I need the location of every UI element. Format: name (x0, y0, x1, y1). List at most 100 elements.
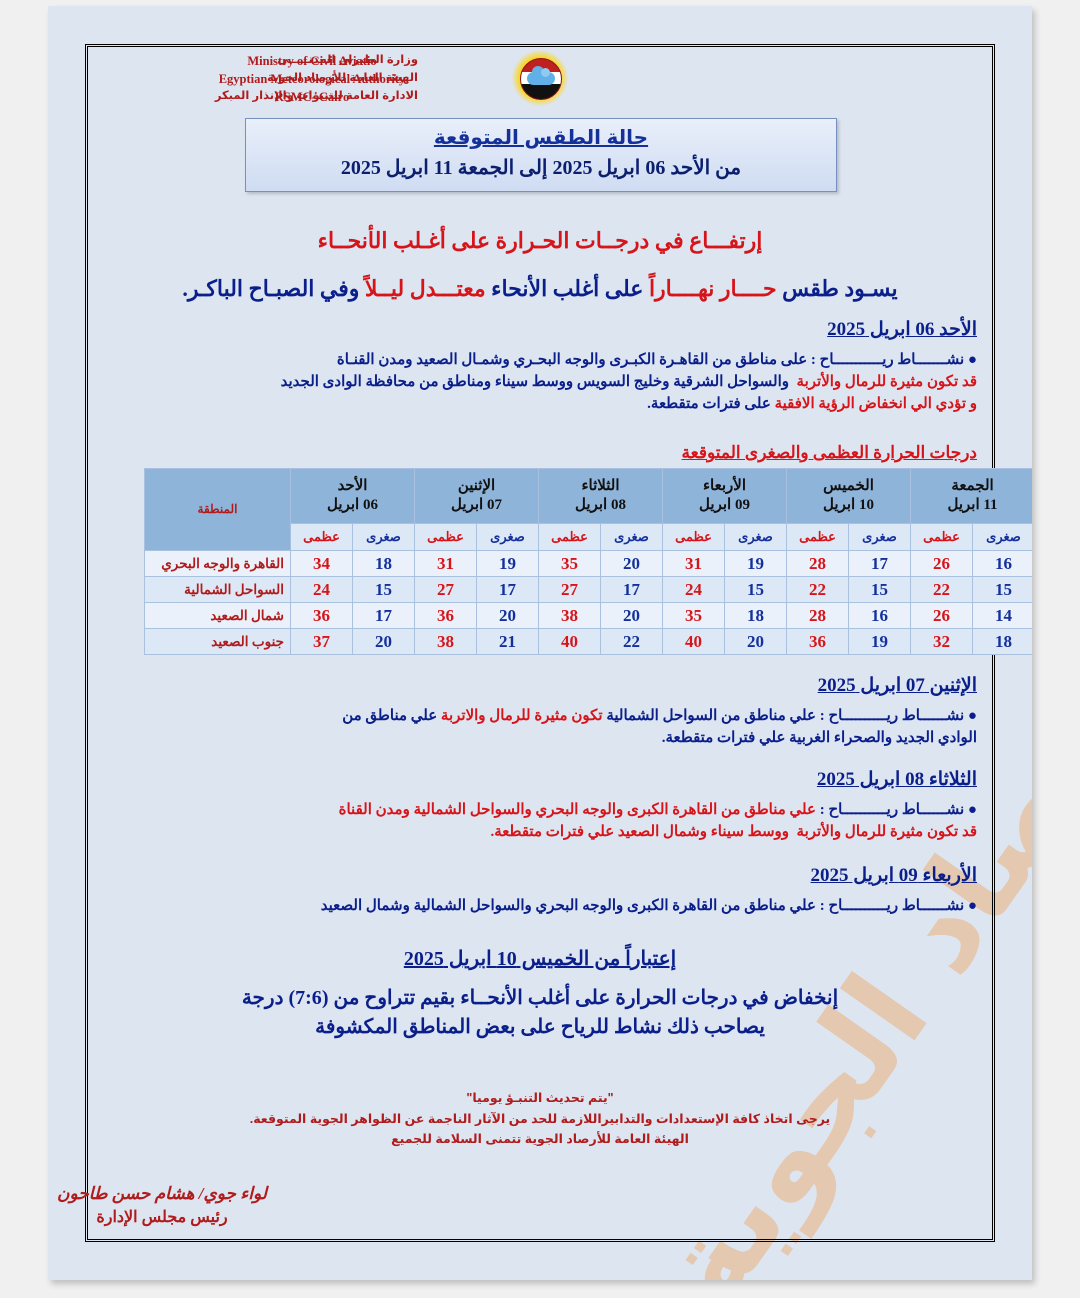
col-day-date-2: 08 ابريل (575, 497, 626, 513)
monday-line-1: ● نشــــــاط ريــــــــــاح : علي مناطق … (103, 706, 977, 728)
cell-min: 16 (972, 550, 1032, 577)
region-name: السواحل الشمالية (144, 576, 291, 603)
max-label: عظمى (662, 523, 725, 551)
col-day-name-0: الأحد (337, 478, 368, 495)
monday-dust-note: تكون مثيرة للرمال والاتربة (440, 708, 603, 724)
monday-line-2: الوادي الجديد والصحراء الغربية علي فترات… (103, 728, 977, 750)
title-box: حالة الطقس المتوقعة من الأحد 06 ابريل 20… (245, 118, 837, 192)
sunday-text-1: على مناطق من القاهـرة الكبـرى والوجه الب… (336, 352, 808, 368)
header-en-line-2: Egyptian Meteorological Authority (218, 72, 406, 87)
table-col-monday: الإثنين 07 ابريل (414, 468, 539, 524)
cell-max: 27 (538, 576, 601, 603)
sunday-line-2: قد تكون مثيرة للرمال والأتربة والسواحل ا… (103, 372, 977, 394)
day-title-monday: الإثنين 07 ابريل 2025 (817, 675, 977, 696)
emblem-disc (520, 58, 562, 100)
table-col-thursday: الخميس 10 ابريل (786, 468, 911, 524)
col-day-date-3: 09 ابريل (699, 497, 750, 513)
monday-text-2: الوادي الجديد والصحراء الغربية علي فترات… (661, 729, 977, 746)
col-day-date-5: 11 ابريل (947, 497, 998, 513)
day-title-tuesday: الثلاثاء 08 ابريل 2025 (816, 769, 977, 790)
monday-text-1a: علي مناطق من السواحل الشمالية (602, 708, 816, 724)
cell-min: 22 (600, 628, 663, 655)
table-day-header-row: الجمعة 11 ابريل الخميس 10 ابريل الأربعاء… (144, 468, 1032, 551)
header-ar-line-3: الادارة العامة للتنبؤات والإنذار المبكر (214, 89, 418, 102)
cell-min: 19 (476, 550, 539, 577)
tuesday-text-2: ووسط سيناء وشمال الصعيد علي فترات متقطعة… (490, 823, 790, 840)
note-line-1: "يتم تحديث التنبـؤ يوميا" (466, 1091, 614, 1105)
cell-max: 40 (662, 628, 725, 655)
tuesday-colon: : (815, 802, 829, 818)
sunday-visibility-note: و تؤدي الي انخفاض الرؤية الافقية (774, 395, 977, 412)
table-row: 15 22 15 22 15 24 17 27 17 27 15 24 السو… (144, 576, 1032, 603)
sunday-line-1: ● نشـــــــاط ريـــــــــــاح : على مناط… (103, 350, 978, 372)
wind-label-tuesday: ● نشــــــاط ريــــــــــاح (828, 802, 977, 818)
cell-min: 15 (972, 576, 1032, 603)
wednesday-line-1: ● نشــــــاط ريــــــــــاح : علي مناطق … (103, 896, 978, 918)
min-label: صغرى (848, 523, 911, 551)
cell-max: 36 (290, 602, 353, 629)
cell-max: 28 (786, 602, 849, 629)
closing-line-1: إنخفاض في درجات الحرارة على أغلب الأنحــ… (241, 987, 839, 1009)
note-line-2: يرجى اتخاذ كافة الإستعدادات والتدابيرالل… (249, 1111, 831, 1126)
cloud-icon (527, 66, 555, 85)
monday-text-1b: علي مناطق من (342, 708, 441, 724)
header-ar-line-1: وزارة الطيران المدنـــــى (277, 54, 418, 66)
header-arabic-block: وزارة الطيران المدنـــــى الهيئة العامة … (88, 52, 418, 105)
document-header: Ministry of Civil Aviatio Egyptian Meteo… (88, 48, 992, 112)
cell-max: 38 (414, 628, 477, 655)
sunday-dust-note: قد تكون مثيرة للرمال والأتربة (796, 373, 977, 390)
cell-min: 17 (476, 576, 539, 603)
cell-max: 32 (910, 628, 973, 655)
sunday-text-3: على فترات متقطعة. (647, 395, 771, 412)
table-minmax-header-row: صغرى عظمى صغرى عظمى صغرى عظمى صغرى عظمى … (145, 523, 1032, 551)
wind-label-monday: ● نشــــــاط ريــــــــــاح (828, 708, 977, 724)
col-day-name-2: الثلاثاء (581, 478, 620, 495)
cell-max: 35 (662, 602, 725, 629)
summary-part-3: على أغلب الأنحاء (485, 276, 649, 301)
max-label: عظمى (414, 523, 477, 551)
max-label: عظمى (290, 523, 353, 551)
header-ar-line-2: الهيئة العامة للأرصاد الجوية (266, 71, 418, 84)
tuesday-text-1: علي مناطق من القاهرة الكبرى والوجه البحر… (338, 802, 816, 818)
cell-max: 36 (414, 602, 477, 629)
document-title: حالة الطقس المتوقعة (433, 127, 649, 149)
col-day-name-5: الجمعة (951, 478, 994, 495)
cell-max: 37 (290, 628, 353, 655)
cell-min: 16 (848, 602, 911, 629)
forecast-period: من الأحد 06 ابريل 2025 إلى الجمعة 11 ابر… (340, 157, 742, 179)
cell-min: 20 (600, 550, 663, 577)
cell-min: 19 (724, 550, 787, 577)
tuesday-dust-note: قد تكون مثيرة للرمال والأتربة (796, 823, 977, 840)
closing-title: إعتباراً من الخميس 10 ابريل 2025 (403, 948, 677, 970)
day-body-monday: ● نشــــــاط ريــــــــــاح : علي مناطق … (103, 706, 977, 750)
summary-part-2-hot: حــــار نهــــاراً (648, 276, 777, 301)
cell-min: 15 (352, 576, 415, 603)
table-row: 16 26 17 28 19 31 20 35 19 31 18 34 القا… (144, 550, 1032, 577)
tuesday-line-1: ● نشــــــاط ريــــــــــاح : علي مناطق … (103, 800, 978, 822)
signature-block: لواء جوي/ هشام حسن طاحون رئيس مجلس الإدا… (52, 1184, 272, 1227)
cell-min: 18 (352, 550, 415, 577)
header-en-line-3: RSMC- Cairo (274, 90, 350, 105)
closing-line-2: يصاحب ذلك نشاط للرياح على بعض المناطق ال… (315, 1016, 765, 1038)
header-en-line-1: Ministry of Civil Aviatio (247, 54, 377, 68)
cell-max: 38 (538, 602, 601, 629)
cell-max: 34 (290, 550, 353, 577)
max-label: عظمى (538, 523, 601, 551)
cell-max: 22 (910, 576, 973, 603)
cell-max: 22 (786, 576, 849, 603)
signature-name: لواء جوي/ هشام حسن طاحون (57, 1184, 267, 1203)
sunday-line-3: و تؤدي الي انخفاض الرؤية الافقية على فتر… (103, 394, 977, 416)
min-label: صغرى (352, 523, 415, 551)
day-body-tuesday: ● نشــــــاط ريــــــــــاح : علي مناطق … (103, 800, 978, 844)
summary-line: يسـود طقس حــــار نهــــاراً على أغلب ال… (103, 274, 977, 304)
min-label: صغرى (600, 523, 663, 551)
summary-part-4-mild: معتـــدل ليــلاً (364, 276, 486, 301)
cell-max: 36 (786, 628, 849, 655)
col-day-date-0: 06 ابريل (327, 497, 378, 513)
min-label: صغرى (972, 523, 1032, 551)
table-header-region: المنطقة (144, 468, 291, 551)
max-label: عظمى (786, 523, 849, 551)
cell-max: 24 (662, 576, 725, 603)
summary-part-5: وفي الصبـاح الباكـر. (182, 276, 365, 301)
